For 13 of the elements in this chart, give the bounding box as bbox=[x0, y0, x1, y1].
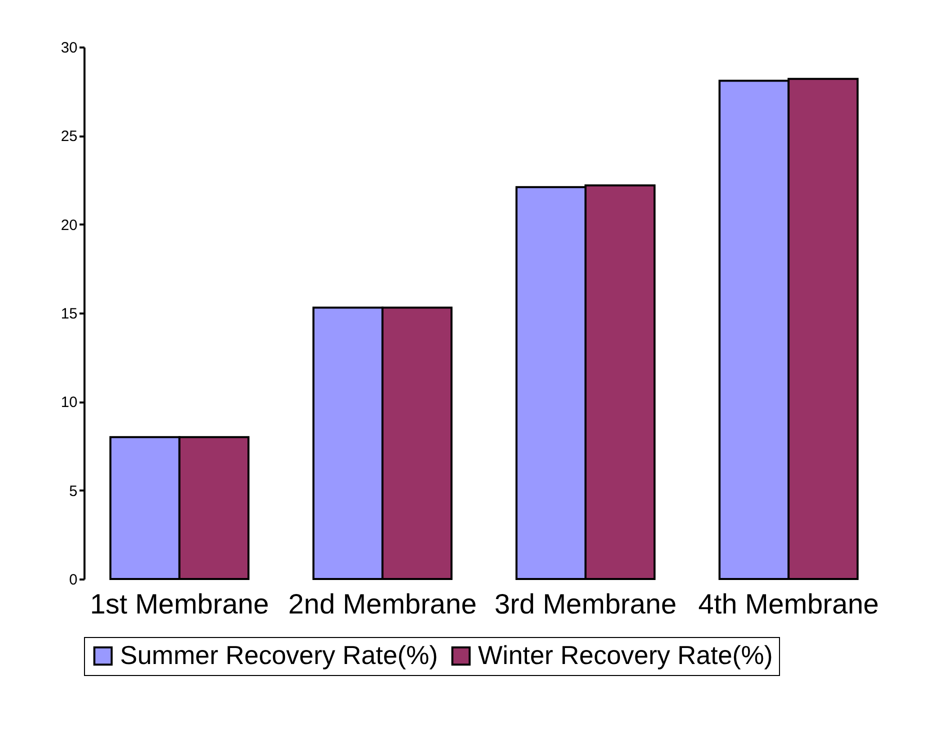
legend-label: Winter Recovery Rate(%) bbox=[478, 640, 773, 670]
x-tick-label: 3rd Membrane bbox=[494, 588, 677, 620]
x-tick-label: 4th Membrane bbox=[698, 588, 879, 620]
y-tick-label: 15 bbox=[60, 306, 78, 322]
x-tick-label: 2nd Membrane bbox=[288, 588, 477, 620]
legend-label: Summer Recovery Rate(%) bbox=[120, 640, 438, 670]
y-tick-label: 5 bbox=[69, 482, 78, 500]
y-tick-label: 30 bbox=[60, 40, 78, 56]
y-tick-label: 25 bbox=[60, 128, 78, 146]
x-tick-label: 1st Membrane bbox=[90, 588, 269, 620]
y-tick-label: 0 bbox=[69, 572, 78, 588]
y-tick-label: 20 bbox=[60, 216, 78, 234]
y-tick-label: 10 bbox=[60, 394, 78, 412]
